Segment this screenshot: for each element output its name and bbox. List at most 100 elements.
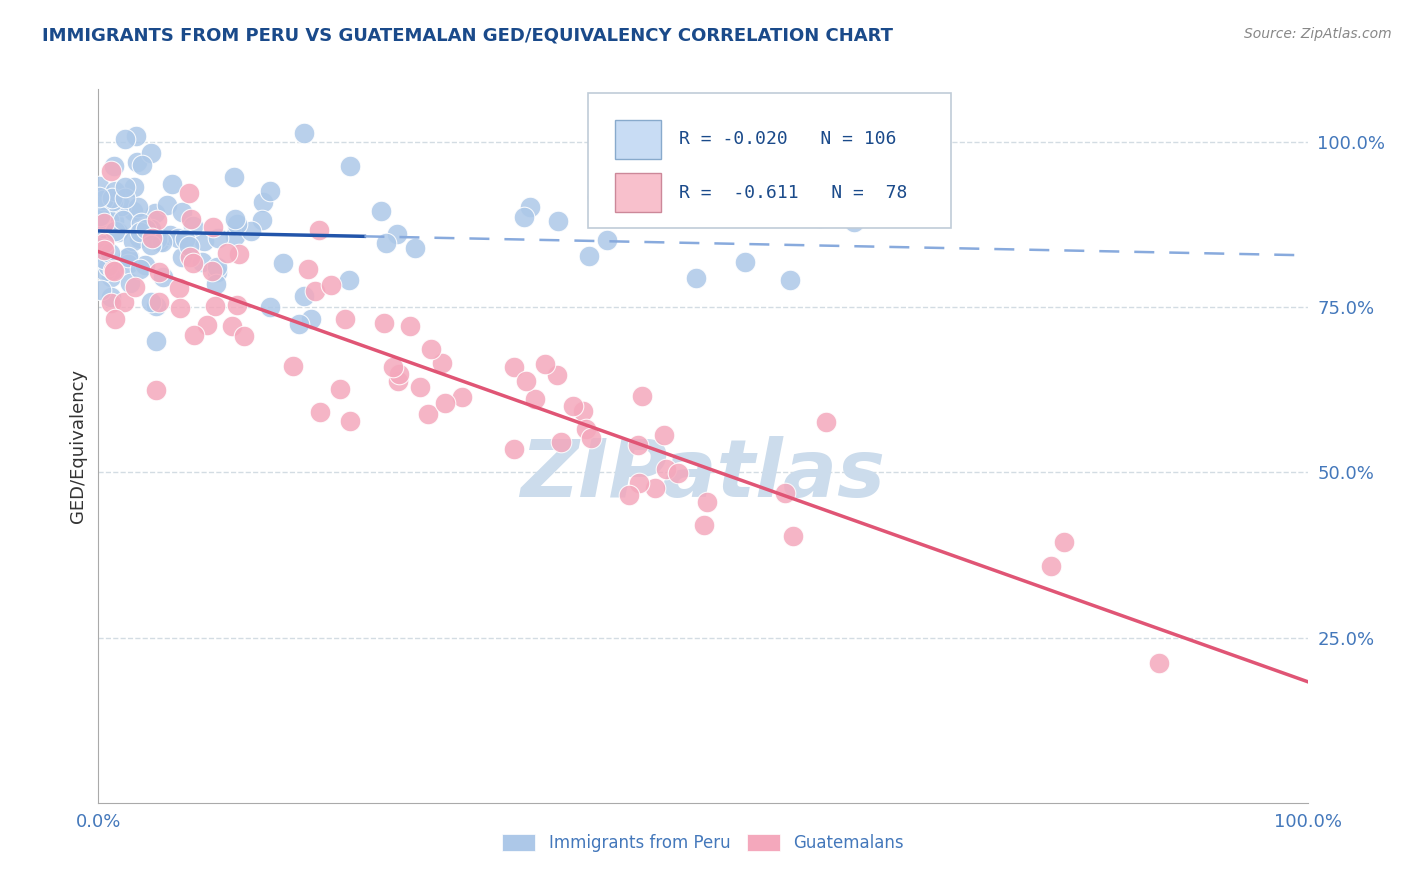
- Point: [87, 178, 110, 193]
- Point: [240, 224, 263, 238]
- Point: [271, 256, 294, 270]
- Point: [89, 211, 111, 226]
- Point: [617, 488, 640, 502]
- Point: [128, 262, 150, 277]
- Point: [283, 359, 305, 373]
- Point: [87, 207, 110, 221]
- Point: [89, 190, 111, 204]
- FancyBboxPatch shape: [614, 173, 661, 212]
- Point: [385, 227, 408, 241]
- Point: [685, 271, 707, 285]
- Point: [547, 214, 569, 228]
- Point: [207, 230, 229, 244]
- Point: [145, 334, 167, 349]
- Point: [181, 219, 204, 233]
- Text: R =  -0.611   N =  78: R = -0.611 N = 78: [679, 184, 907, 202]
- Point: [652, 428, 675, 442]
- Point: [103, 159, 125, 173]
- Point: [297, 262, 319, 277]
- Point: [100, 290, 122, 304]
- Text: IMMIGRANTS FROM PERU VS GUATEMALAN GED/EQUIVALENCY CORRELATION CHART: IMMIGRANTS FROM PERU VS GUATEMALAN GED/E…: [42, 27, 893, 45]
- Point: [252, 194, 274, 209]
- Point: [1040, 558, 1063, 573]
- Point: [167, 231, 190, 245]
- Point: [337, 273, 360, 287]
- Point: [93, 220, 115, 235]
- Point: [104, 184, 127, 198]
- Point: [228, 247, 250, 261]
- Point: [205, 265, 228, 279]
- Point: [627, 437, 650, 451]
- Point: [217, 246, 239, 260]
- Point: [578, 249, 600, 263]
- Point: [546, 368, 568, 383]
- Point: [404, 242, 426, 256]
- Point: [201, 220, 224, 235]
- Point: [224, 169, 246, 184]
- Point: [370, 204, 392, 219]
- Point: [572, 403, 595, 417]
- Point: [91, 193, 114, 207]
- Point: [292, 126, 315, 140]
- Point: [321, 277, 343, 292]
- Point: [627, 475, 650, 490]
- Point: [139, 222, 162, 236]
- Point: [135, 222, 157, 236]
- Point: [630, 389, 652, 403]
- Point: [155, 198, 177, 212]
- Point: [595, 233, 617, 247]
- Point: [148, 235, 170, 249]
- Point: [734, 254, 756, 268]
- Point: [250, 213, 273, 227]
- Point: [117, 251, 139, 265]
- Point: [152, 270, 174, 285]
- Point: [534, 357, 557, 371]
- Point: [160, 177, 183, 191]
- Point: [107, 225, 129, 239]
- Point: [145, 383, 167, 397]
- Point: [200, 264, 222, 278]
- Point: [550, 434, 572, 449]
- Point: [145, 299, 167, 313]
- Point: [432, 356, 454, 370]
- Point: [387, 374, 409, 388]
- Point: [100, 164, 122, 178]
- Point: [90, 227, 112, 241]
- Point: [100, 270, 122, 285]
- Point: [145, 232, 167, 246]
- Point: [224, 212, 246, 227]
- Point: [329, 382, 352, 396]
- Point: [190, 255, 212, 269]
- Point: [779, 273, 801, 287]
- Point: [304, 284, 326, 298]
- Point: [104, 312, 127, 326]
- Point: [335, 311, 357, 326]
- Point: [503, 442, 526, 456]
- Point: [174, 232, 197, 246]
- Point: [224, 229, 246, 244]
- Point: [89, 209, 111, 223]
- Point: [125, 155, 148, 169]
- Point: [139, 146, 162, 161]
- Point: [159, 227, 181, 242]
- Point: [382, 360, 405, 375]
- Point: [121, 235, 143, 249]
- Point: [115, 251, 138, 265]
- Point: [170, 205, 193, 219]
- Point: [124, 280, 146, 294]
- Point: [101, 262, 124, 277]
- Point: [181, 255, 204, 269]
- Point: [93, 235, 115, 250]
- Point: [90, 252, 112, 266]
- Point: [97, 213, 120, 227]
- Point: [139, 237, 162, 252]
- Point: [388, 368, 411, 382]
- FancyBboxPatch shape: [588, 93, 950, 228]
- Point: [128, 231, 150, 245]
- Point: [103, 213, 125, 227]
- Point: [177, 186, 200, 201]
- Point: [207, 260, 229, 274]
- Point: [179, 250, 201, 264]
- Point: [308, 405, 330, 419]
- Y-axis label: GED/Equivalency: GED/Equivalency: [69, 369, 87, 523]
